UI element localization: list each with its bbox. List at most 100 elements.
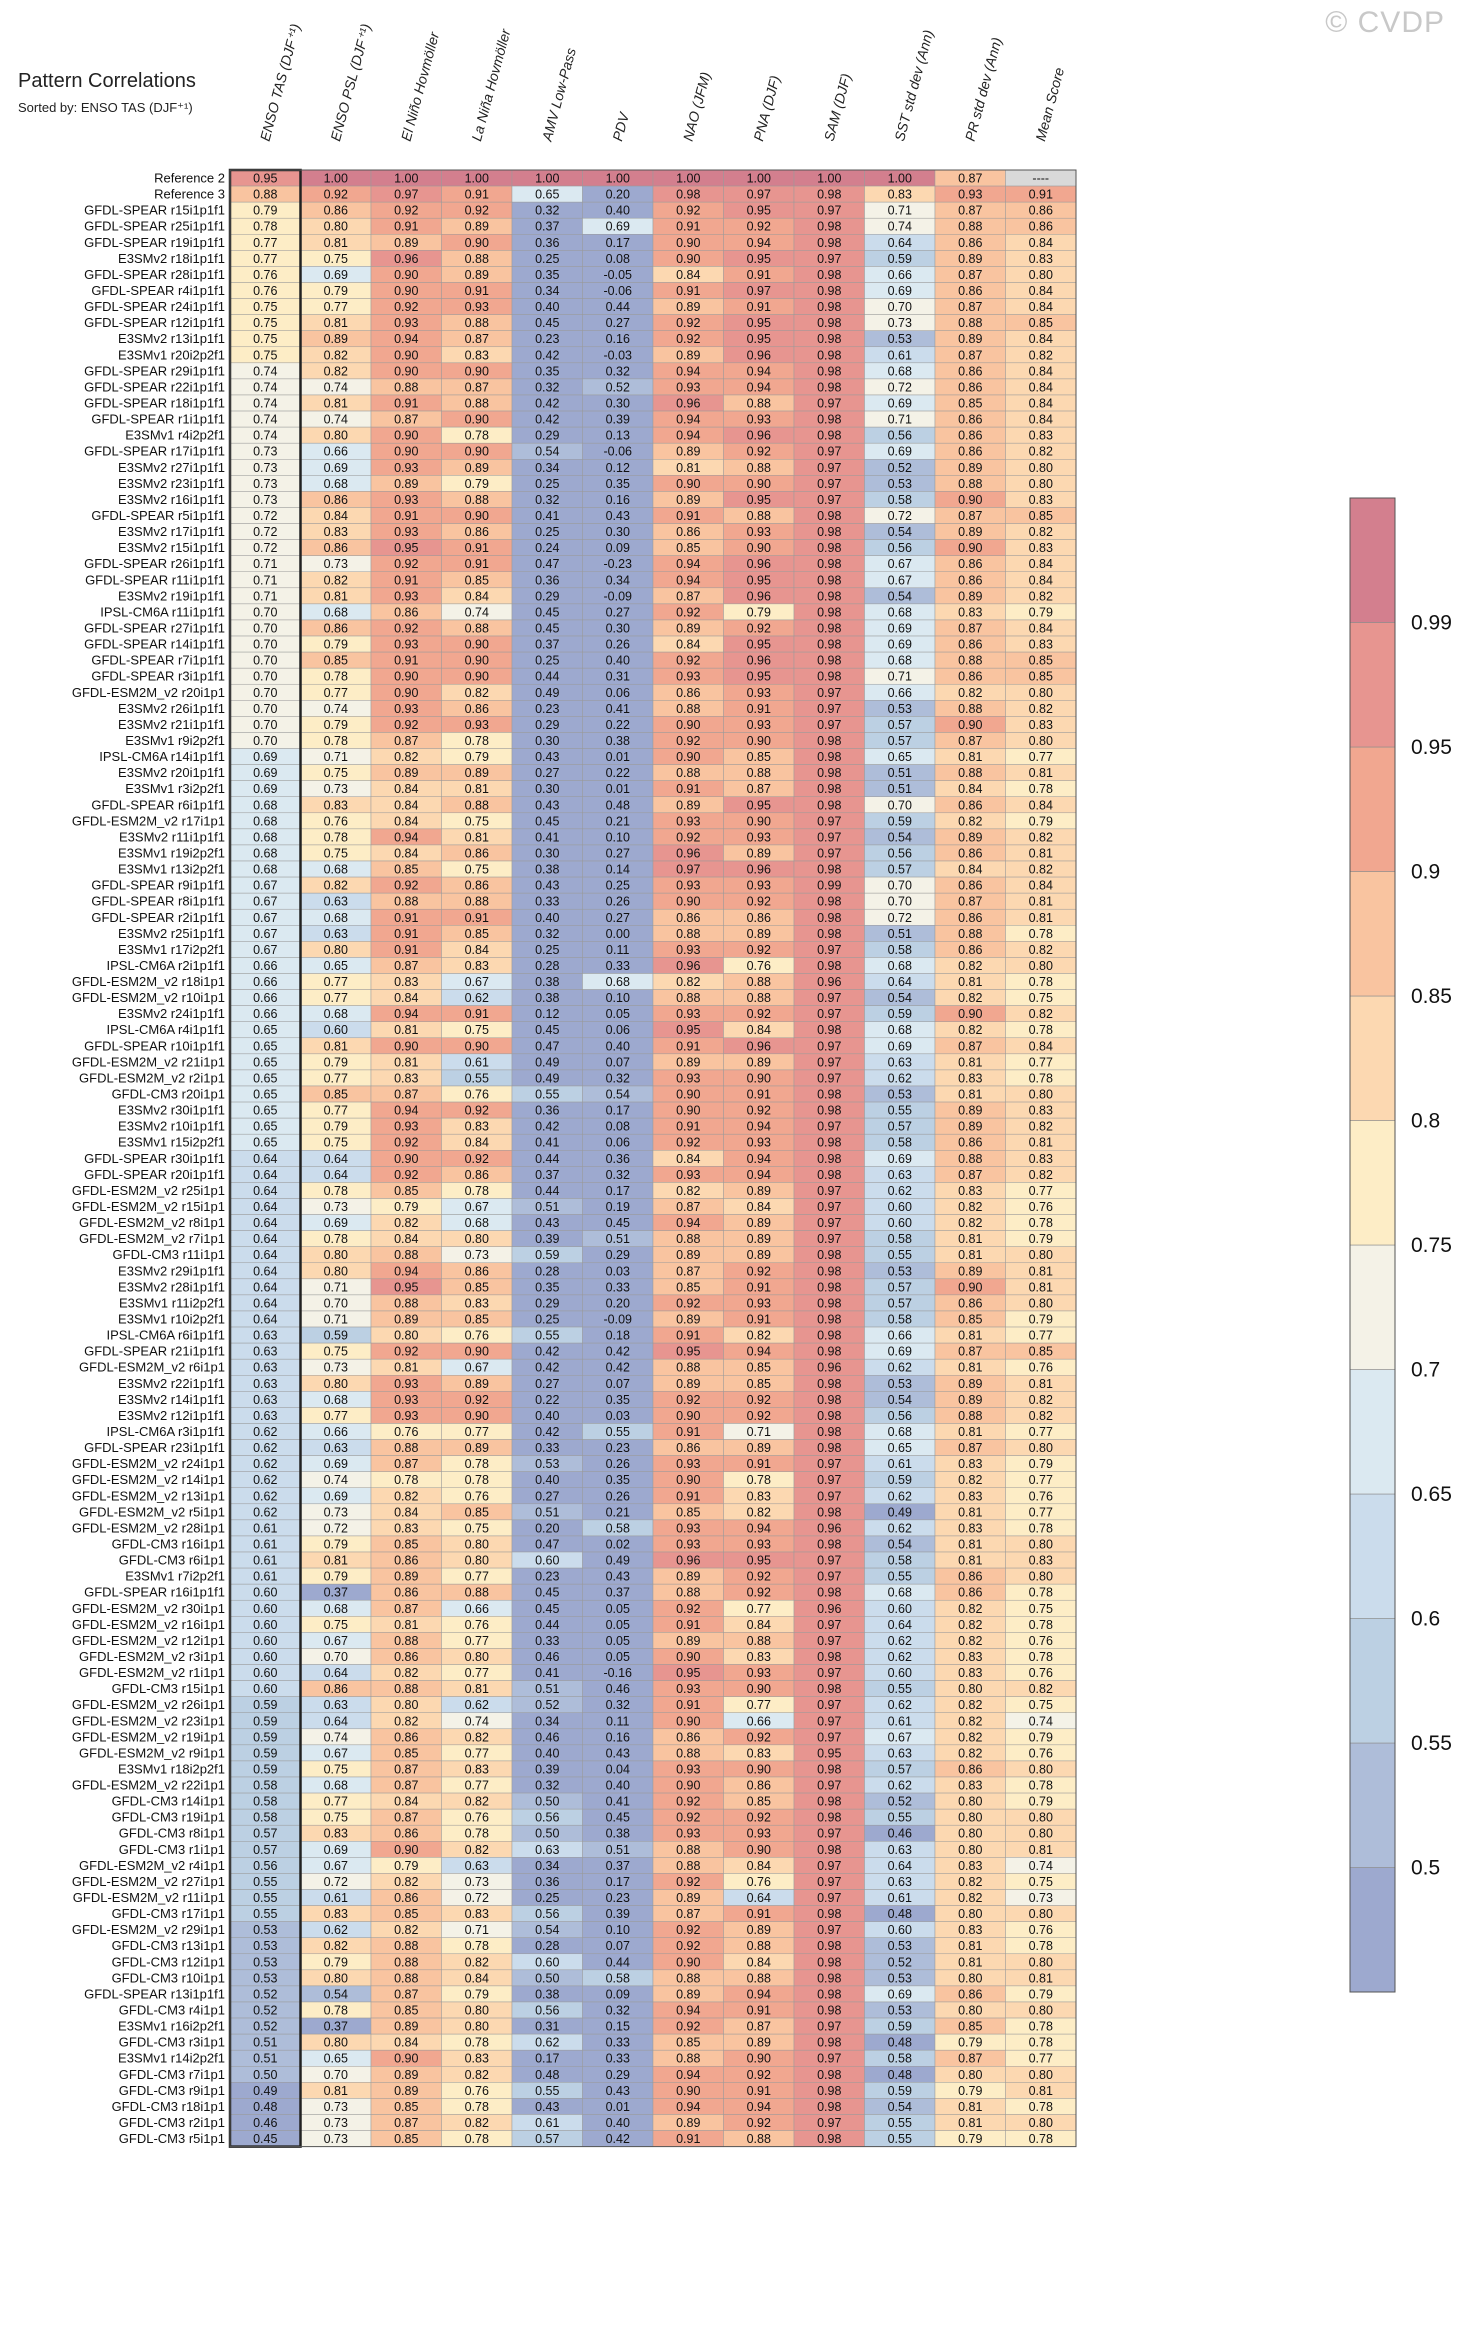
cell-value: 0.94 [747,1987,771,2001]
cell-value: 0.35 [606,1473,630,1487]
cell-value: 0.84 [1029,364,1053,378]
cell-value: 0.28 [535,1939,559,1953]
cell-value: 0.40 [606,654,630,668]
colorbar-tick-label: 0.95 [1411,736,1452,759]
cell-value: 0.96 [817,975,841,989]
cell-value: 0.65 [324,2052,348,2066]
cell-value: 0.68 [888,1023,912,1037]
cell-value: 0.58 [606,1521,630,1535]
cell-value: 0.40 [535,911,559,925]
cell-value: 0.98 [817,1313,841,1327]
cell-value: 0.67 [888,1730,912,1744]
cell-value: 0.93 [747,1666,771,1680]
cell-value: -0.03 [604,348,633,362]
cell-value: 0.79 [253,204,277,218]
cell-value: 0.93 [747,686,771,700]
cell-value: 0.80 [1029,268,1053,282]
cell-value: 0.96 [394,252,418,266]
cell-value: 0.91 [676,1329,700,1343]
cell-value: 0.25 [535,943,559,957]
cell-value: 0.65 [888,1441,912,1455]
row-label: GFDL-ESM2M_v2 r12i1p1 [72,1633,225,1648]
cell-value: 0.80 [958,1682,982,1696]
cell-value: 0.92 [747,621,771,635]
row-label: GFDL-SPEAR r8i1p1f1 [91,894,225,909]
cell-value: 0.89 [747,1248,771,1262]
cell-value: 0.88 [394,1955,418,1969]
row-label: GFDL-CM3 r5i1p1 [119,2131,225,2146]
cell-value: 0.72 [324,1875,348,1889]
cell-value: 0.32 [535,204,559,218]
cell-value: 0.43 [606,509,630,523]
cell-value: 0.91 [465,541,489,555]
cell-value: 0.88 [958,702,982,716]
cell-value: 0.90 [747,477,771,491]
cell-value: 0.84 [394,2036,418,2050]
cell-value: 0.84 [958,782,982,796]
cell-value: 0.98 [817,348,841,362]
row-label: GFDL-CM3 r2i1p1 [119,2115,225,2130]
colorbar-tick-label: 0.6 [1411,1608,1440,1631]
row-label: GFDL-SPEAR r25i1p1f1 [84,219,225,234]
cell-value: 0.37 [535,220,559,234]
cell-value: 0.80 [324,1971,348,1985]
cell-value: 0.90 [394,348,418,362]
cell-value: 0.84 [958,863,982,877]
cell-value: 0.88 [253,188,277,202]
cell-value: 0.22 [535,1393,559,1407]
cell-value: 0.45 [535,316,559,330]
cell-value: 0.33 [606,2036,630,2050]
cell-value: 0.57 [888,718,912,732]
cell-value: 0.45 [535,605,559,619]
cell-value: 0.58 [888,493,912,507]
cell-value: 0.05 [606,1634,630,1648]
cell-value: 0.88 [465,895,489,909]
row-label: GFDL-CM3 r14i1p1 [112,1794,225,1809]
cell-value: 0.89 [747,1441,771,1455]
cell-value: 0.84 [676,638,700,652]
cell-value: 0.76 [465,1088,489,1102]
cell-value: 0.89 [676,493,700,507]
row-label: GFDL-ESM2M_v2 r22i1p1 [72,1778,225,1793]
cell-value: 0.96 [747,863,771,877]
cell-value: 0.48 [253,2100,277,2114]
cell-value: 0.84 [1029,573,1053,587]
cell-value: 0.54 [888,589,912,603]
cell-value: 0.93 [676,380,700,394]
cell-value: 0.82 [958,1618,982,1632]
cell-value: 0.89 [676,1987,700,2001]
cell-value: 0.55 [535,2084,559,2098]
cell-value: 0.90 [394,445,418,459]
cell-value: 0.51 [535,1200,559,1214]
cell-value: 0.52 [888,1955,912,1969]
cell-value: 0.92 [676,204,700,218]
cell-value: 0.07 [606,1377,630,1391]
cell-value: 0.82 [958,1602,982,1616]
cell-value: 0.76 [324,814,348,828]
cell-value: 0.88 [676,1859,700,1873]
row-label: GFDL-ESM2M_v2 r17i1p1 [72,813,225,828]
cell-value: 0.98 [817,1650,841,1664]
cell-value: 0.50 [535,1795,559,1809]
cell-value: 0.62 [465,991,489,1005]
cell-value: 0.87 [958,895,982,909]
cell-value: 0.97 [817,477,841,491]
cell-value: 0.82 [394,1923,418,1937]
cell-value: 0.84 [1029,798,1053,812]
cell-value: 0.85 [676,1505,700,1519]
cell-value: 0.90 [465,654,489,668]
cell-value: 0.74 [465,605,489,619]
cell-value: 0.73 [324,1361,348,1375]
cell-value: 0.97 [817,461,841,475]
cell-value: 0.82 [958,1698,982,1712]
cell-value: 0.60 [253,1586,277,1600]
cell-value: 0.63 [535,1843,559,1857]
cell-value: 0.83 [1029,429,1053,443]
cell-value: 0.88 [676,2052,700,2066]
cell-value: 0.23 [606,1441,630,1455]
cell-value: 0.90 [676,477,700,491]
cell-value: 0.88 [676,1843,700,1857]
cell-value: 0.75 [1029,1875,1053,1889]
cell-value: 0.90 [747,1071,771,1085]
cell-value: 0.87 [394,413,418,427]
